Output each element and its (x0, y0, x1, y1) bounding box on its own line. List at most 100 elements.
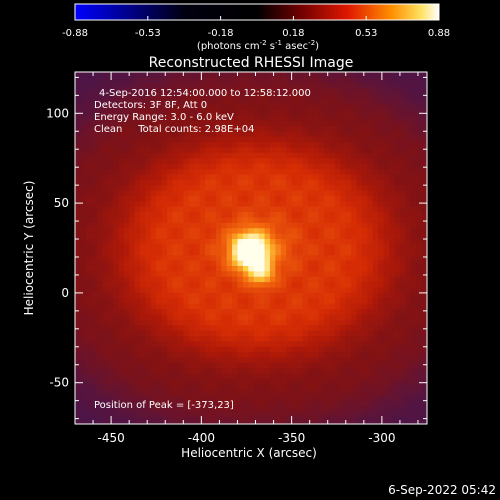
heatmap-cell (118, 244, 125, 251)
heatmap-cell (248, 379, 255, 385)
heatmap-cell (313, 389, 320, 396)
heatmap-cell (329, 400, 336, 407)
heatmap-cell (399, 379, 406, 385)
heatmap-cell (80, 422, 87, 424)
heatmap-cell (416, 142, 423, 148)
heatmap-cell (302, 109, 309, 116)
heatmap-cell (410, 174, 417, 181)
heatmap-cell (172, 336, 179, 342)
x-axis-label: Heliocentric X (arcsec) (181, 446, 317, 460)
heatmap-cell (399, 282, 406, 289)
heatmap-cell (167, 416, 173, 423)
heatmap-cell (161, 82, 168, 89)
heatmap-cell (107, 233, 114, 240)
heatmap-cell (378, 422, 385, 424)
heatmap-cell (215, 336, 222, 342)
heatmap-cell (145, 298, 152, 305)
heatmap-cell (183, 287, 190, 294)
heatmap-cell (269, 400, 276, 407)
heatmap-cell (264, 336, 271, 342)
heatmap-cell (123, 368, 130, 375)
heatmap-cell (204, 168, 211, 175)
heatmap-cell (199, 212, 206, 218)
heatmap-cell (91, 298, 98, 305)
heatmap-cell (107, 314, 114, 321)
heatmap-cell (340, 400, 347, 407)
heatmap-cell (237, 282, 244, 289)
heatmap-cell (75, 77, 81, 84)
heatmap-cell (389, 346, 396, 353)
heatmap-cell (329, 125, 336, 132)
heatmap-cell (307, 422, 314, 424)
heatmap-cell (215, 319, 222, 326)
heatmap-cell (232, 271, 238, 278)
heatmap-cell (167, 260, 173, 267)
heatmap-cell (399, 422, 406, 424)
heatmap-cell (253, 109, 260, 116)
heatmap-cell (183, 190, 190, 197)
heatmap-cell (177, 319, 184, 326)
heatmap-cell (253, 271, 260, 278)
heatmap-cell (405, 309, 412, 315)
heatmap-cell (232, 222, 238, 229)
heatmap-cell (204, 136, 211, 143)
heatmap-cell (177, 190, 184, 197)
heatmap-cell (389, 406, 396, 412)
heatmap-cell (112, 298, 119, 305)
heatmap-cell (264, 282, 271, 289)
heatmap-cell (96, 228, 103, 235)
heatmap-cell (399, 115, 406, 121)
heatmap-cell (242, 309, 249, 315)
heatmap-cell (334, 303, 341, 310)
heatmap-cell (264, 72, 271, 78)
heatmap-cell (318, 163, 325, 170)
heatmap-cell (91, 422, 98, 424)
heatmap-cell (389, 239, 396, 245)
heatmap-cell (226, 131, 233, 138)
heatmap-cell (345, 179, 352, 186)
heatmap-cell (324, 362, 331, 369)
heatmap-cell (248, 368, 255, 375)
heatmap-cell (199, 115, 206, 121)
heatmap-cell (107, 98, 114, 105)
heatmap-cell (183, 88, 190, 95)
heatmap-cell (264, 346, 271, 353)
heatmap-cell (204, 233, 211, 240)
heatmap-cell (264, 195, 271, 202)
heatmap-cell (410, 136, 417, 143)
heatmap-cell (248, 201, 255, 208)
heatmap-cell (389, 115, 396, 121)
heatmap-cell (188, 72, 195, 78)
heatmap-cell (259, 142, 266, 148)
heatmap-cell (96, 82, 103, 89)
heatmap-cell (199, 325, 206, 332)
heatmap-cell (199, 406, 206, 412)
heatmap-cell (156, 77, 163, 84)
heatmap-cell (318, 195, 325, 202)
heatmap-cell (248, 163, 255, 170)
colorbar-ticks: -0.88 -0.53 -0.18 0.18 0.53 0.88 (62, 16, 450, 39)
heatmap-cell (139, 395, 146, 402)
heatmap-cell (367, 72, 374, 78)
heatmap-cell (421, 174, 427, 181)
heatmap-cell (75, 212, 81, 218)
heatmap-cell (232, 98, 238, 105)
heatmap-cell (112, 82, 119, 89)
heatmap-cell (80, 411, 87, 418)
heatmap-cell (318, 147, 325, 154)
heatmap-cell (150, 136, 157, 143)
heatmap-cell (302, 195, 309, 202)
heatmap-cell (275, 125, 282, 132)
heatmap-cell (410, 292, 417, 299)
heatmap-cell (80, 136, 87, 143)
heatmap-cell (183, 174, 190, 181)
heatmap-cell (145, 319, 152, 326)
heatmap-cell (215, 136, 222, 143)
heatmap-cell (221, 233, 228, 240)
heatmap-cell (107, 384, 114, 391)
heatmap-cell (139, 125, 146, 132)
heatmap-cell (410, 88, 417, 95)
heatmap-cell (399, 260, 406, 267)
heatmap-cell (345, 260, 352, 267)
